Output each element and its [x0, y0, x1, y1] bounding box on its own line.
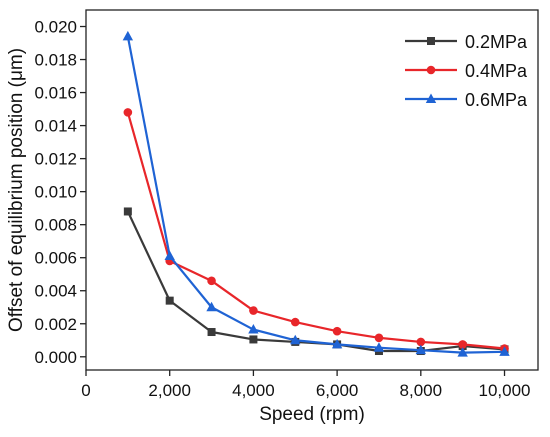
series-0.6MPa	[122, 30, 510, 357]
x-axis: 0 2,000 4,000 6,000 8,000 10,000	[81, 370, 531, 400]
data-point-triangle	[425, 93, 437, 103]
legend-label: 0.6MPa	[465, 90, 528, 110]
plot-frame	[85, 9, 539, 371]
y-axis-label: Offset of equilibrium position (μm)	[6, 48, 27, 332]
x-tick-label: 8,000	[400, 381, 443, 400]
y-tick-label: 0.018	[34, 51, 77, 70]
x-tick-label: 10,000	[479, 381, 531, 400]
data-point-triangle	[457, 347, 468, 357]
legend-label: 0.2MPa	[465, 32, 528, 52]
data-point-square	[207, 328, 216, 337]
legend-label: 0.4MPa	[465, 61, 528, 81]
data-point-square	[249, 335, 258, 344]
data-point-square	[123, 207, 132, 216]
y-tick-label: 0.006	[34, 249, 77, 268]
series-layer	[122, 30, 510, 357]
series-0.2MPa	[123, 207, 509, 356]
data-point-triangle	[164, 250, 175, 261]
data-point-circle	[374, 333, 384, 343]
y-tick-label: 0.012	[34, 150, 77, 169]
legend: 0.2MPa 0.4MPa 0.6MPa	[405, 32, 528, 110]
legend-item: 0.6MPa	[405, 90, 528, 110]
y-tick-label: 0.000	[34, 348, 77, 367]
data-point-circle	[458, 340, 467, 349]
data-point-triangle	[331, 338, 343, 349]
data-point-circle	[426, 65, 436, 75]
series-line	[126, 112, 505, 350]
data-point-circle	[332, 326, 342, 336]
series-line	[126, 36, 505, 354]
data-point-square	[427, 37, 435, 45]
data-point-square	[165, 296, 174, 305]
x-tick-label: 6,000	[316, 381, 359, 400]
x-tick-label: 4,000	[232, 381, 275, 400]
y-tick-label: 0.008	[34, 216, 77, 235]
data-point-circle	[290, 317, 300, 327]
y-axis: 0.000 0.002 0.004 0.006 0.008 0.010 0.012 0.014…	[34, 18, 86, 367]
x-tick-label: 0	[81, 381, 90, 400]
legend-item: 0.2MPa	[405, 32, 528, 52]
y-tick-label: 0.002	[34, 315, 77, 334]
data-point-triangle	[415, 344, 427, 355]
data-point-circle	[123, 108, 133, 117]
data-point-triangle	[248, 324, 259, 334]
series-line	[126, 211, 505, 353]
data-point-triangle	[499, 346, 510, 356]
data-point-circle	[416, 337, 426, 347]
data-point-circle	[249, 306, 258, 315]
y-tick-label: 0.004	[34, 282, 77, 301]
legend-item: 0.4MPa	[405, 61, 528, 81]
y-tick-label: 0.020	[34, 18, 77, 37]
data-point-circle	[207, 276, 216, 286]
y-tick-label: 0.010	[34, 183, 77, 202]
data-point-triangle	[373, 342, 385, 352]
x-axis-label: Speed (rpm)	[259, 404, 365, 425]
series-0.4MPa	[123, 108, 509, 353]
x-tick-label: 2,000	[148, 381, 191, 400]
data-point-triangle	[206, 301, 217, 312]
data-point-triangle	[122, 30, 134, 41]
data-point-triangle	[290, 334, 301, 345]
y-tick-label: 0.016	[34, 84, 77, 103]
y-tick-label: 0.014	[34, 117, 77, 136]
